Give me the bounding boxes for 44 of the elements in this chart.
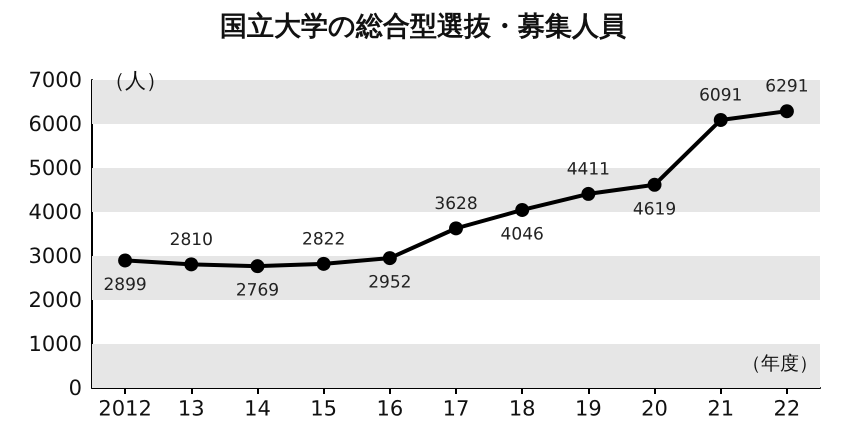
data-label: 2952 (368, 272, 412, 293)
data-label: 3628 (434, 194, 478, 214)
data-label: 2810 (170, 230, 213, 250)
point (382, 251, 397, 266)
x-tick-label: 16 (376, 396, 404, 420)
point (780, 104, 794, 118)
y-tick-label: 7000 (28, 68, 82, 92)
y-tick-label: 2000 (28, 288, 82, 312)
point (184, 257, 198, 272)
point (581, 186, 596, 201)
data-label: 6291 (765, 76, 809, 97)
y-tick-label: 6000 (28, 112, 82, 136)
x-tick-label: 17 (442, 396, 470, 420)
data-label: 4619 (632, 199, 676, 220)
point (515, 202, 530, 217)
y-tick-label: 0 (68, 376, 82, 400)
point (449, 221, 463, 236)
y-tick-label: 4000 (28, 200, 82, 224)
x-tick-label: 13 (178, 396, 205, 420)
x-tick-label: 20 (641, 396, 668, 420)
x-tick-label: 21 (707, 396, 734, 420)
data-label: 2822 (302, 229, 346, 250)
data-label: 2899 (103, 274, 147, 295)
x-tick-label: 14 (244, 396, 271, 420)
x-axis-title: （年度） (742, 352, 818, 374)
x-tick-label: 2012 (98, 396, 152, 420)
point (648, 178, 662, 192)
y-tick-label: 1000 (28, 332, 82, 356)
y-tick-label: 3000 (28, 244, 82, 268)
x-tick-label: 18 (508, 396, 536, 420)
y-axis-title: （人） (104, 68, 167, 92)
x-tick-label: 19 (574, 396, 602, 420)
point (118, 253, 132, 268)
data-label: 4411 (566, 159, 610, 180)
x-tick-label: 22 (774, 396, 800, 420)
chart-title: 国立大学の総合型選抜・募集人員 (220, 11, 626, 42)
data-label: 2769 (236, 280, 280, 301)
point (714, 113, 728, 127)
data-label: 6091 (699, 85, 742, 106)
data-label: 4046 (500, 224, 544, 244)
point (250, 259, 264, 274)
y-tick-label: 5000 (28, 156, 82, 180)
point (316, 256, 331, 271)
x-tick-label: 15 (310, 396, 338, 420)
